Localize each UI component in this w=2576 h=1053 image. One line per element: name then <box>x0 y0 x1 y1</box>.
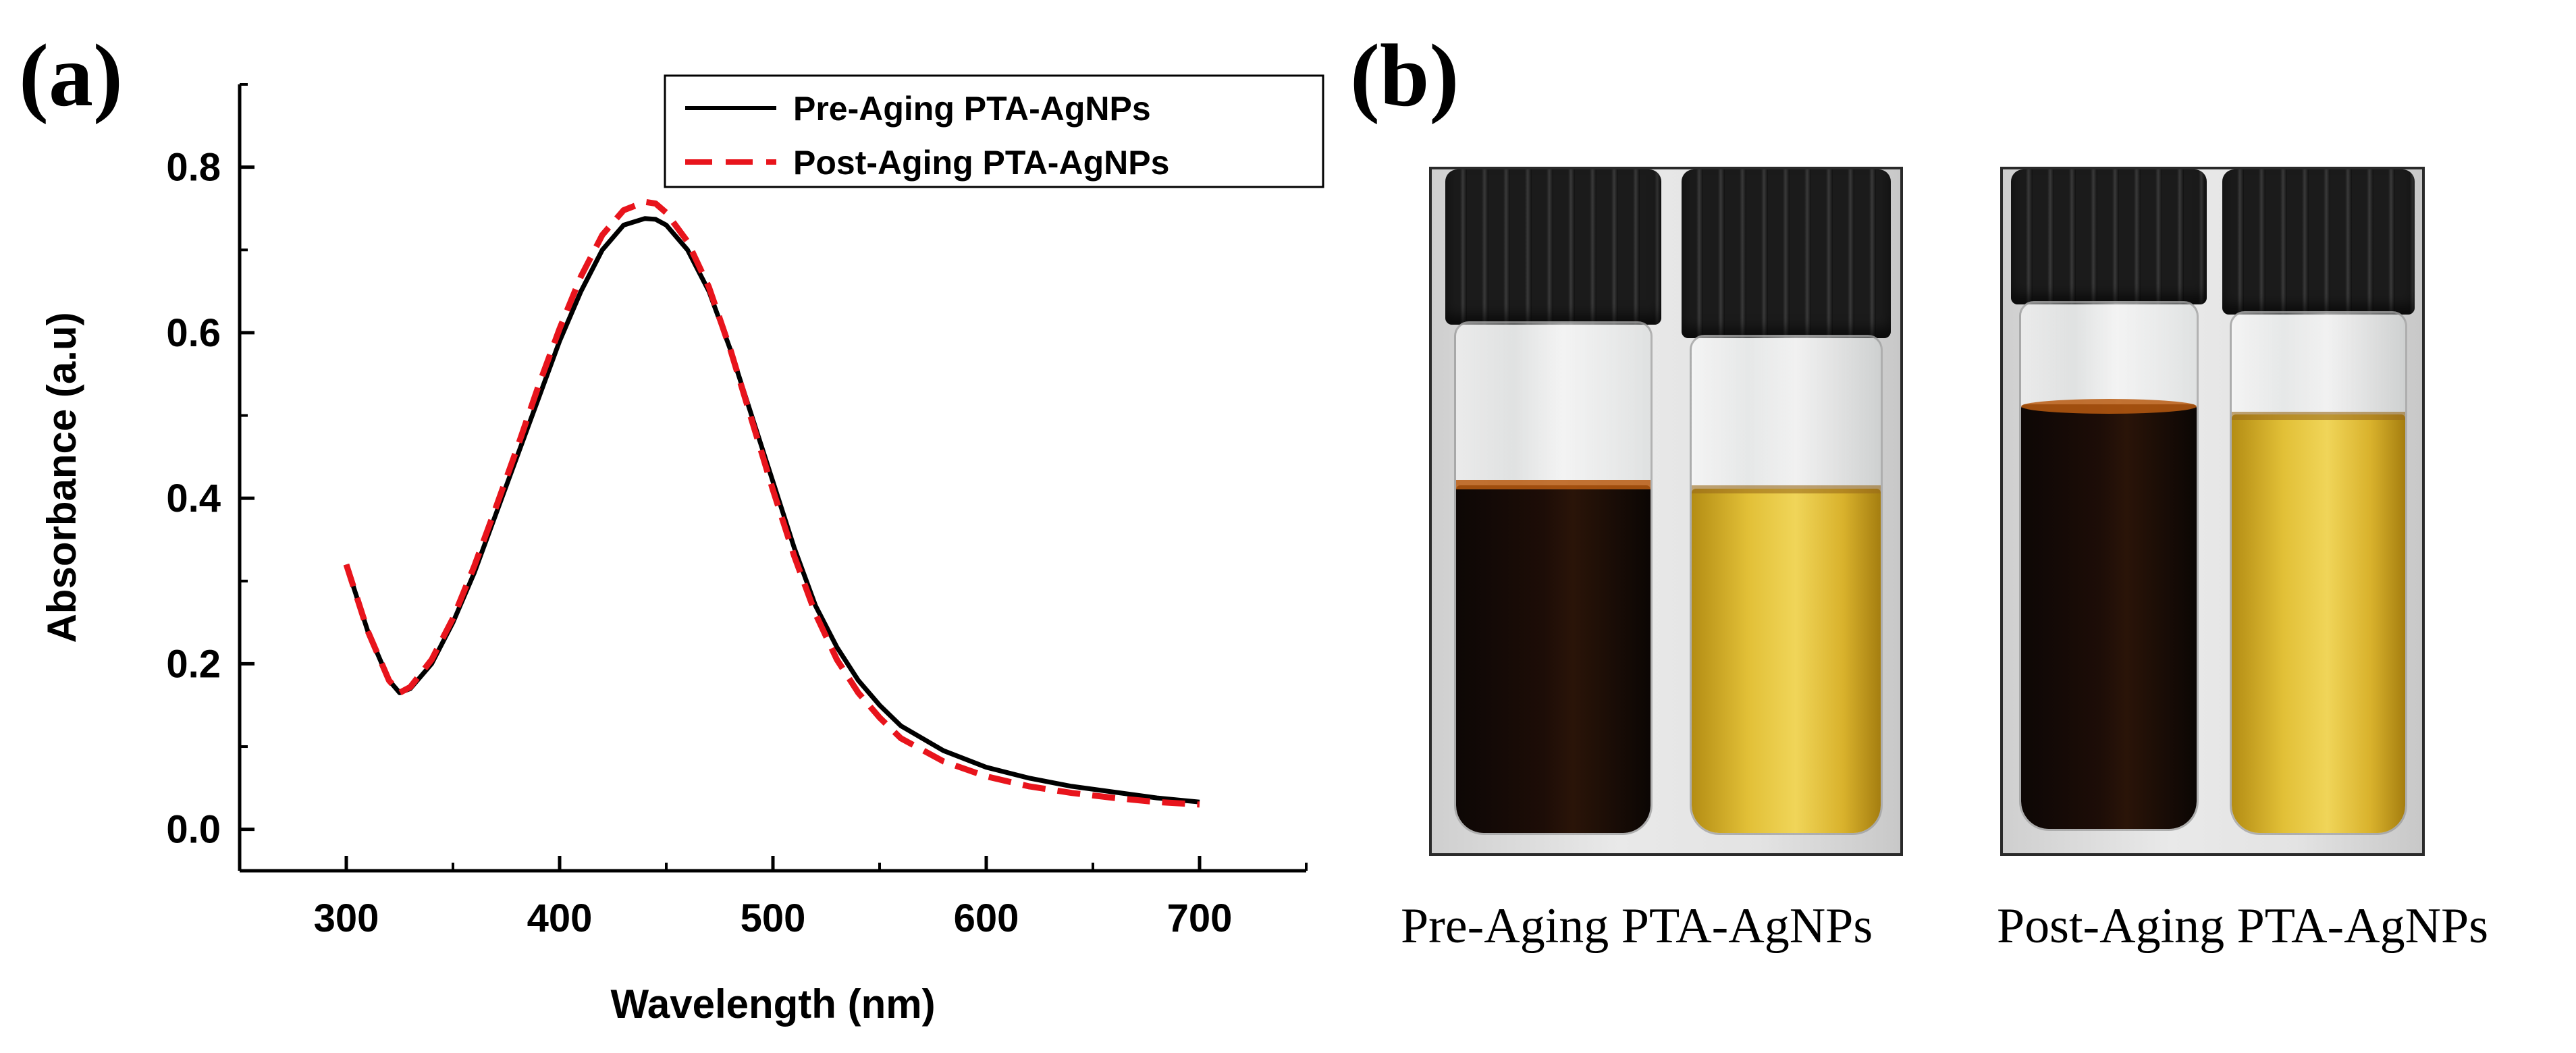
vial-glass <box>1453 321 1653 835</box>
panel-a-label: (a) <box>19 26 123 125</box>
y-tick-label: 0.8 <box>166 146 221 190</box>
liquid-meniscus <box>1692 485 1881 493</box>
x-tick-label: 300 <box>314 896 379 940</box>
pre-aging-caption: Pre-Aging PTA-AgNPs <box>1401 898 1873 954</box>
legend-box <box>664 74 1324 188</box>
pre-aging-photo <box>1429 167 1903 856</box>
chart-legend: Pre-Aging PTA-AgNPs Post-Aging PTA-AgNPs <box>664 74 1324 188</box>
post-aging-photo <box>2000 167 2425 856</box>
dark-vial <box>2011 169 2207 844</box>
absorbance-chart: 300 400 500 600 700 0.0 0.2 0.4 0.6 0.8 Wavelengt… <box>39 74 1324 1027</box>
vial-cap <box>1445 169 1661 325</box>
yellow-vial <box>1682 169 1891 844</box>
y-tick-label: 0.2 <box>166 642 221 686</box>
y-tick-label: 0.4 <box>166 477 221 520</box>
y-tick-label: 0.0 <box>166 808 221 852</box>
post-aging-caption: Post-Aging PTA-AgNPs <box>1997 898 2489 954</box>
series-line-post-aging <box>343 198 1200 808</box>
x-tick-label: 500 <box>741 896 806 940</box>
vial-cap <box>1682 169 1891 338</box>
yellow-vial <box>2222 169 2415 844</box>
yellow-liquid <box>1692 489 1881 833</box>
vial-glass <box>2018 301 2199 831</box>
dark-liquid <box>2020 404 2197 829</box>
vial-cap <box>2011 169 2207 304</box>
dark-liquid <box>1455 485 1651 833</box>
x-tick-label: 400 <box>527 896 593 940</box>
vial-glass <box>2230 311 2407 835</box>
legend-label-post-aging: Post-Aging PTA-AgNPs <box>793 144 1169 182</box>
vial-glass <box>1690 335 1883 835</box>
x-tick-label: 700 <box>1167 896 1233 940</box>
yellow-liquid <box>2232 414 2405 833</box>
y-axis-title: Absorbance (a.u) <box>39 312 84 643</box>
dark-vial <box>1445 169 1661 844</box>
vial-cap <box>2222 169 2415 315</box>
legend-label-pre-aging: Pre-Aging PTA-AgNPs <box>793 90 1151 128</box>
y-tick-label: 0.6 <box>166 311 221 355</box>
series-line-pre-aging <box>344 216 1200 805</box>
liquid-meniscus <box>2232 412 2405 420</box>
panel-b-label: (b) <box>1350 26 1459 125</box>
series-group <box>343 198 1200 808</box>
x-axis-title: Wavelength (nm) <box>610 981 935 1027</box>
liquid-meniscus <box>1455 480 1651 489</box>
axis-ticks: 300 400 500 600 700 0.0 0.2 0.4 0.6 0.8 <box>166 83 1308 940</box>
x-tick-label: 600 <box>954 896 1019 940</box>
liquid-meniscus <box>2020 399 2197 414</box>
